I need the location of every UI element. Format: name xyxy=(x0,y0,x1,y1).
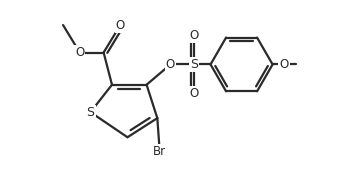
Text: S: S xyxy=(86,106,94,119)
Text: O: O xyxy=(279,58,289,71)
Text: O: O xyxy=(75,46,84,59)
Text: O: O xyxy=(166,58,175,71)
Text: O: O xyxy=(190,87,199,100)
Text: Br: Br xyxy=(153,145,166,158)
Text: O: O xyxy=(116,19,125,32)
Text: O: O xyxy=(190,29,199,42)
Text: S: S xyxy=(190,58,198,71)
